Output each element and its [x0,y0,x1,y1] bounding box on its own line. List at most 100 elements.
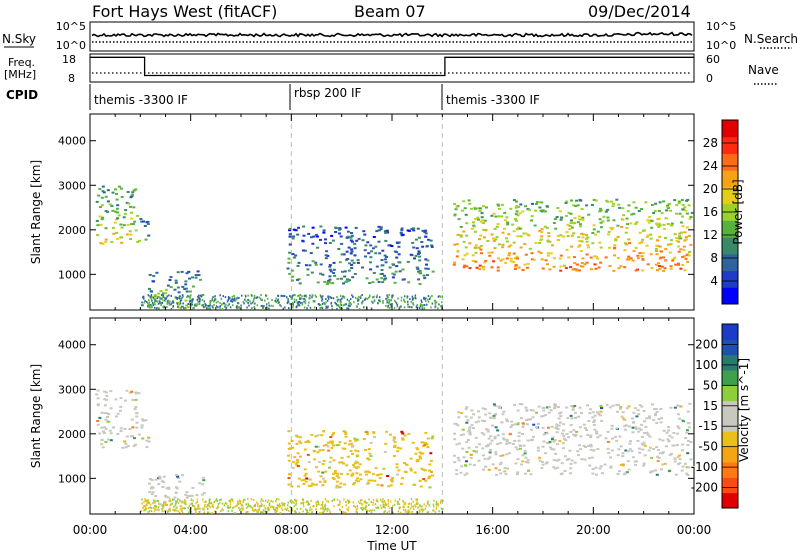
x-tick-label: 20:00 [576,523,611,537]
colorbar-tick-label: 15 [703,399,718,413]
colorbar-tick-label: 8 [710,251,718,265]
freq-left-tick-top: 18 [62,53,76,66]
noise-right-tick-top: 10^5 [706,20,736,33]
colorbar-tick-label: -15 [698,419,718,433]
echo-region-3 [286,225,435,285]
colorbar-swatch [722,385,738,402]
cpid-segment-3: themis -3300 IF [446,93,540,107]
colorbar-swatch [722,136,738,154]
colorbar-tick-label: 4 [710,274,718,288]
y-tick-label: 4000 [58,339,86,352]
ground-scatter-strip [140,498,444,514]
cpid-segment-1: themis -3300 IF [94,93,188,107]
colorbar-swatch [722,186,738,205]
power-colorbar-label: Power [dB] [731,179,745,244]
site-title: Fort Hays West (fitACF) [92,2,277,21]
time-axis-ticks: 00:00 04:00 08:00 12:00 16:00 20:00 00:00 [73,523,712,537]
noise-left-tick-bottom: 10^0 [56,39,86,52]
colorbar-tick-label: 28 [703,136,718,150]
x-tick-label: 04:00 [173,523,208,537]
velocity-echo-marks [95,319,695,514]
nave-right-tick-bottom: 0 [706,72,713,85]
colorbar-tick-label: 24 [703,159,718,173]
y-tick-label: 2000 [58,428,86,441]
velocity-colorbar: 200 100 50 15 -15 -50 -100 -200 [691,323,739,509]
colorbar-swatch [722,370,738,386]
colorbar-swatch [722,492,738,509]
nsearch-label: N.Search [744,32,798,46]
colorbar-swatch [722,120,738,138]
freq-label: Freq. [8,56,35,69]
nsky-label: N.Sky [2,32,36,46]
cpid-segment-2: rbsp 200 IF [294,86,361,100]
colorbar-tick-label: 12 [703,228,718,242]
date-label: 09/Dec/2014 [588,2,691,21]
time-axis-label: Time UT [366,539,417,553]
x-tick-label: 16:00 [475,523,510,537]
y-tick-label: 1000 [58,268,86,281]
freq-left-tick-bottom: 8 [68,72,75,85]
colorbar-swatch [722,253,738,272]
colorbar-tick-label: -200 [691,481,718,495]
nsky-series [91,31,693,38]
colorbar-swatch [722,270,738,288]
velocity-axes: 1000 2000 3000 4000 [58,318,695,514]
colorbar-swatch [722,354,738,371]
nave-label: Nave [748,63,779,77]
power-panel: 1000 2000 3000 4000 Slant Range [km] 4 8 12 16… [29,113,745,311]
ground-scatter-strip [141,294,443,310]
x-tick-label: 12:00 [375,523,410,537]
colorbar-tick-label: 20 [703,182,718,196]
noise-panel: N.Sky 10^5 10^0 10^5 10^0 N.Search [2,20,798,52]
echo-region-1 [138,218,151,242]
colorbar-tick-label: 100 [695,358,718,372]
colorbar-swatch [722,324,738,340]
power-y-axis-label: Slant Range [km] [29,160,43,264]
noise-right-tick-bottom: 10^0 [706,39,736,52]
velocity-colorbar-label: Velocity [m s^-1] [737,358,751,462]
colorbar-swatch [722,237,738,255]
beam-label: Beam 07 [354,2,426,21]
colorbar-swatch [722,400,738,417]
echo-region-0 [95,185,140,245]
y-tick-label: 3000 [58,383,86,396]
y-tick-label: 2000 [58,224,86,237]
freq-unit-label: [MHz] [4,68,36,81]
velocity-y-axis-label: Slant Range [km] [29,364,43,468]
colorbar-tick-label: -100 [691,460,718,474]
colorbar-swatch [722,446,738,463]
colorbar-tick-label: 50 [703,378,718,392]
colorbar-swatch [722,431,738,448]
x-tick-label: 00:00 [677,523,712,537]
echo-region-1 [140,418,151,449]
nave-right-tick-top: 60 [706,53,720,66]
x-tick-label: 08:00 [274,523,309,537]
y-tick-label: 3000 [58,179,86,192]
colorbar-swatch [722,220,738,238]
colorbar-swatch [722,416,738,432]
colorbar-swatch [722,462,738,478]
y-tick-label: 1000 [58,472,86,485]
y-tick-label: 4000 [58,135,86,148]
echo-region-4 [453,402,695,476]
colorbar-swatch [722,477,738,494]
power-axes: 1000 2000 3000 4000 [58,114,695,310]
noise-left-tick-top: 10^5 [56,20,86,33]
echo-region-4 [452,198,694,272]
x-tick-label: 00:00 [73,523,108,537]
colorbar-swatch [722,170,738,188]
colorbar-tick-label: -50 [698,440,718,454]
power-colorbar: 4 8 12 16 20 24 28 [703,119,739,305]
echo-region-3 [287,430,435,489]
colorbar-tick-label: 16 [703,205,718,219]
colorbar-tick-label: 200 [695,337,718,351]
echo-region-0 [95,389,141,449]
colorbar-swatch [722,339,738,356]
frequency-series [90,56,694,77]
power-echo-marks [95,115,694,310]
cpid-panel: CPID themis -3300 IF rbsp 200 IF themis … [6,84,540,110]
colorbar-swatch [722,153,738,171]
cpid-label: CPID [6,88,38,102]
